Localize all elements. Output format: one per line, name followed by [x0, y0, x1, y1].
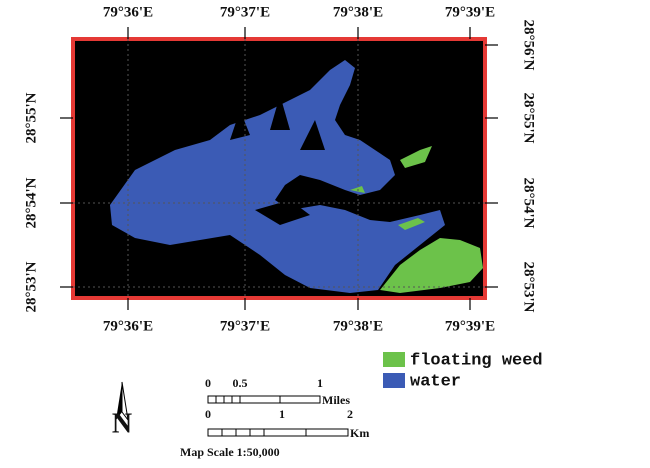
longitude-label: 79°37'E	[220, 4, 270, 20]
legend-swatch	[383, 352, 405, 367]
scale-label: 0	[205, 407, 211, 421]
latitude-label: 28°54'N	[23, 177, 39, 228]
latitude-label: 28°53'N	[521, 262, 537, 313]
scale-label: 1	[317, 376, 323, 390]
latitude-label: 28°55'N	[23, 92, 39, 143]
north-arrow: N	[112, 382, 132, 439]
north-label: N	[112, 408, 132, 439]
scale-unit: Miles	[322, 393, 350, 407]
longitude-label: 79°39'E	[445, 318, 495, 334]
longitude-label: 79°36'E	[103, 4, 153, 20]
scale-bar-km	[208, 429, 348, 436]
scale-label: 0	[205, 376, 211, 390]
scale-unit: Km	[350, 426, 369, 440]
legend-label: floating weed	[410, 351, 543, 370]
legend-swatch	[383, 373, 405, 388]
scale-text: Map Scale 1:50,000	[180, 445, 280, 459]
map-figure: 79°36'E 79°37'E 79°38'E 79°39'E 79°36'E …	[0, 0, 650, 463]
scale-label: 2	[347, 407, 353, 421]
scale-bar-miles	[208, 396, 320, 403]
scale-label: 1	[279, 407, 285, 421]
latitude-label: 28°54'N	[521, 178, 537, 229]
longitude-label: 79°36'E	[103, 318, 153, 334]
longitude-label: 79°39'E	[445, 4, 495, 20]
legend-label: water	[410, 372, 461, 391]
latitude-label: 28°53'N	[23, 261, 39, 312]
longitude-label: 79°37'E	[220, 318, 270, 334]
scale-label: 0.5	[233, 376, 248, 390]
latitude-label: 28°55'N	[521, 93, 537, 144]
longitude-label: 79°38'E	[333, 4, 383, 20]
latitude-label: 28°56'N	[521, 20, 537, 71]
longitude-label: 79°38'E	[333, 318, 383, 334]
